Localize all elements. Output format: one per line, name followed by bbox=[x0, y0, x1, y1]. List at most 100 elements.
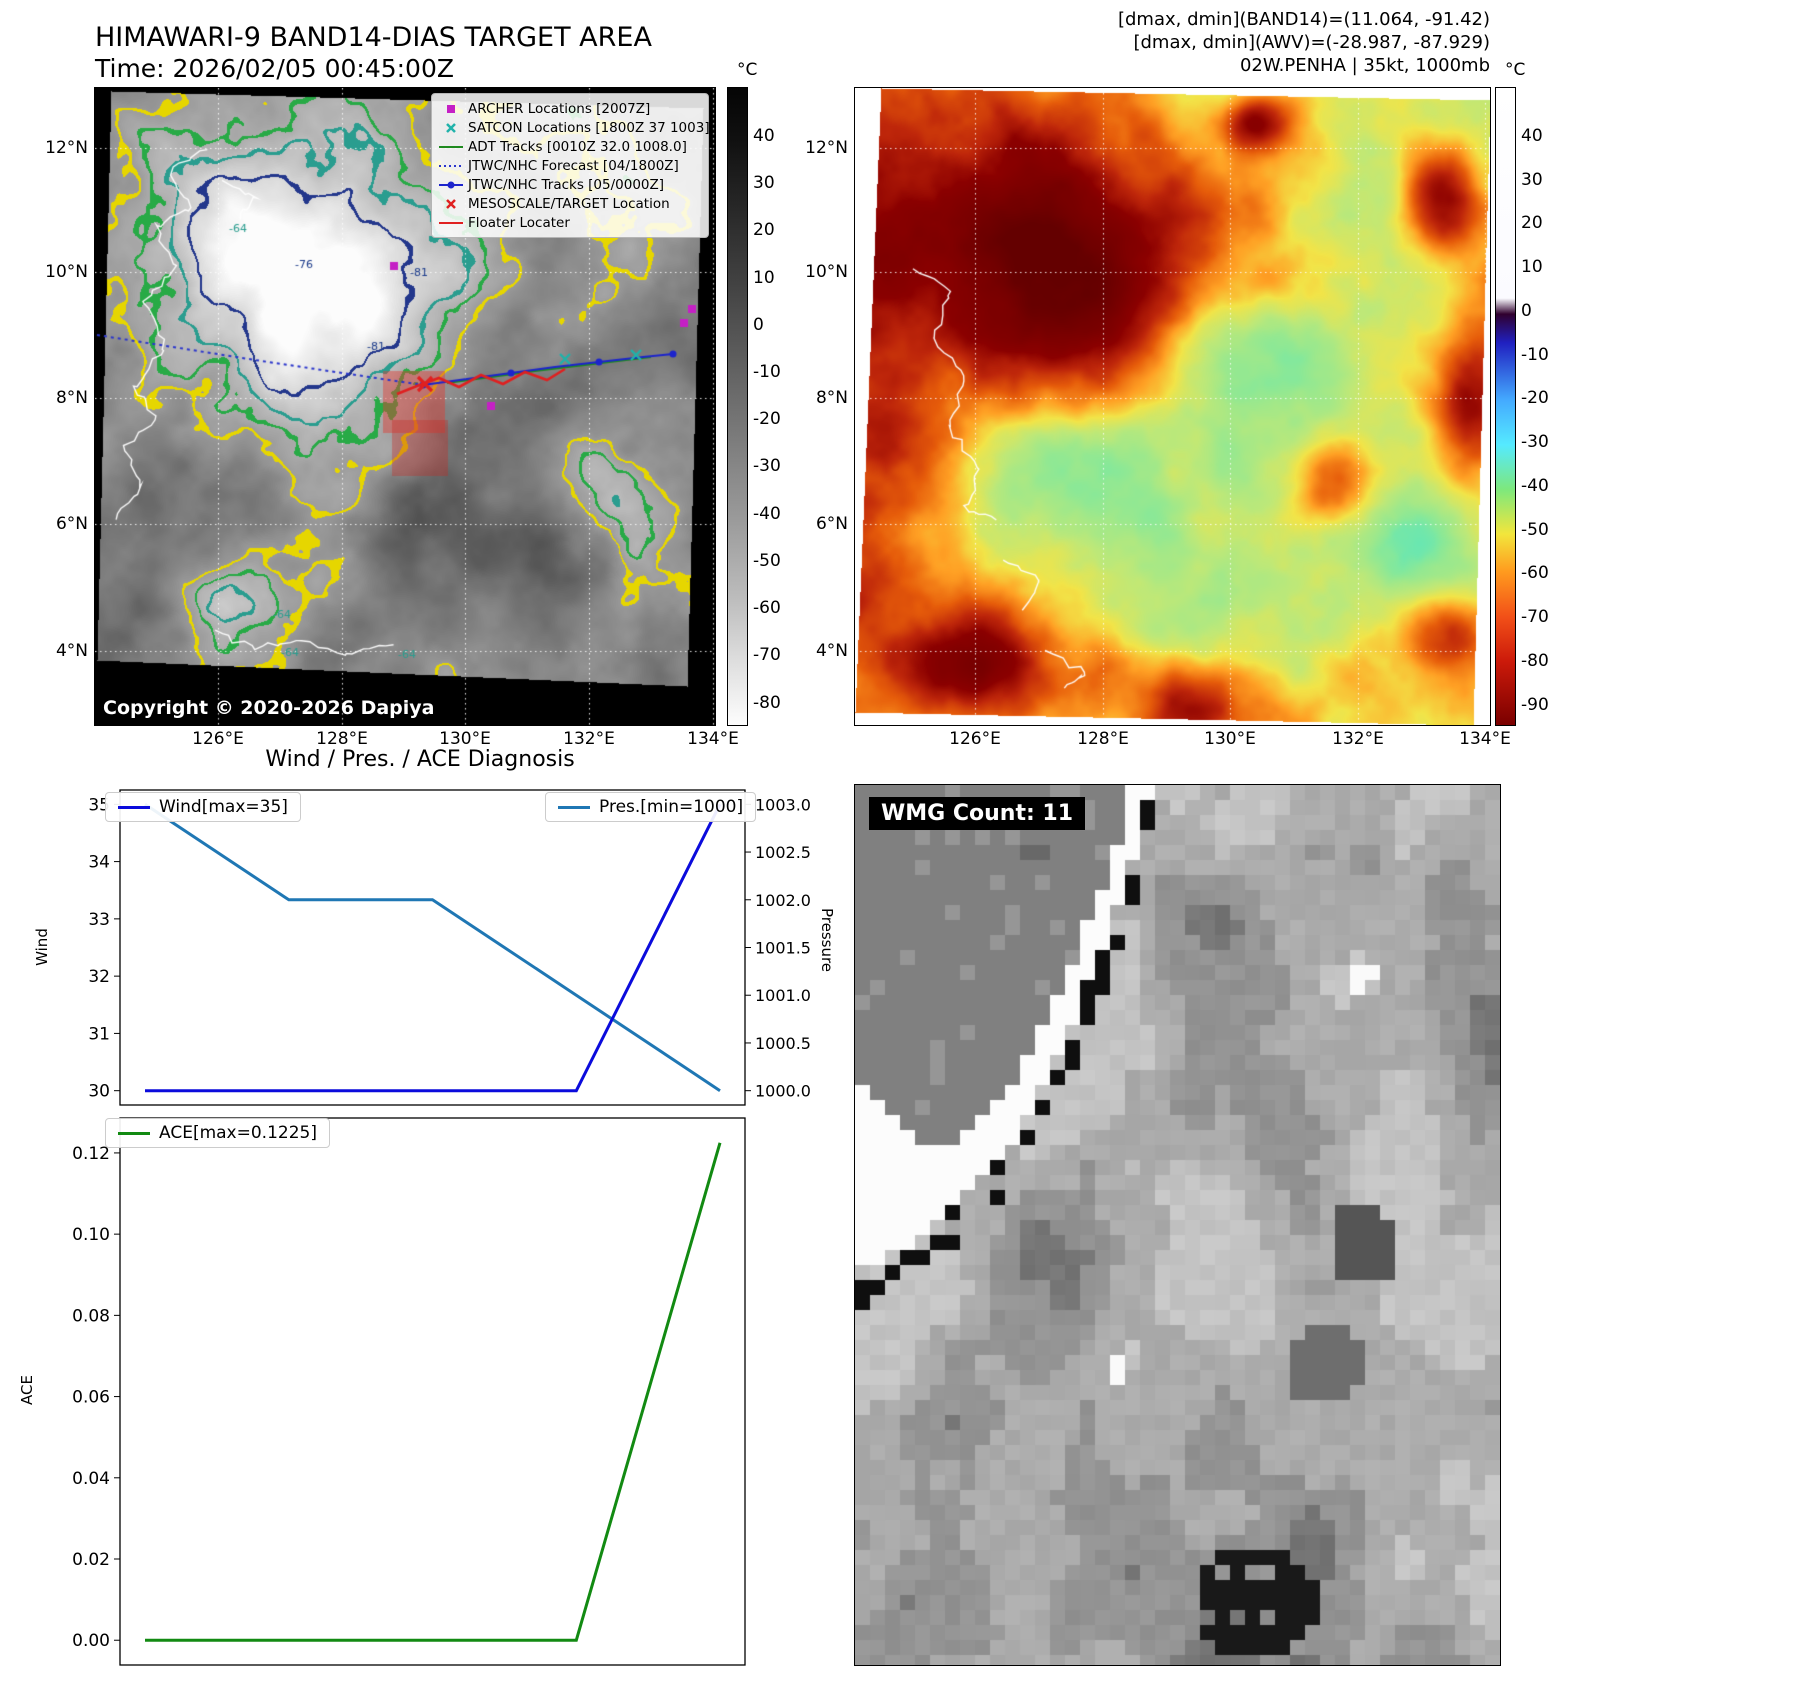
y-tick-label: 4°N bbox=[815, 641, 848, 661]
x-tick-label: 126°E bbox=[192, 729, 244, 749]
colorbar-tick-label: 30 bbox=[753, 173, 775, 194]
annotation-awv-range: [dmax, dmin](AWV)=(-28.987, -87.929) bbox=[1133, 32, 1490, 53]
colorbar-tick-label: -60 bbox=[1521, 563, 1549, 584]
colorbar-tick-label: 40 bbox=[753, 125, 775, 146]
pressure-legend-label: Pres.[min=1000] bbox=[599, 797, 744, 817]
wind-axis-tick-label: 33 bbox=[88, 910, 110, 930]
legend-item-label: JTWC/NHC Forecast [04/1800Z] bbox=[468, 157, 679, 174]
colorbar-tick-label: -10 bbox=[753, 361, 781, 382]
adt-marker-icon bbox=[438, 140, 468, 154]
mesoscale-marker-icon bbox=[438, 197, 468, 211]
colorbar-tick-label: -30 bbox=[1521, 432, 1549, 453]
awv-colorbar-unit: °C bbox=[1505, 60, 1526, 80]
pressure-line-icon bbox=[558, 805, 590, 809]
awv-colorbar bbox=[1495, 87, 1516, 726]
x-tick-label: 130°E bbox=[1204, 729, 1256, 749]
band14-map-legend: ARCHER Locations [2007Z] SATCON Locations… bbox=[431, 93, 710, 238]
pressure-axis-tick-label: 1002.5 bbox=[755, 843, 811, 862]
ace-line-icon bbox=[118, 1131, 150, 1135]
awv-y-axis: 12°N 10°N 8°N 6°N 4°N bbox=[788, 88, 848, 725]
colorbar-tick-label: -40 bbox=[1521, 475, 1549, 496]
jtwc-forecast-marker-icon bbox=[438, 159, 468, 173]
wind-axis-tick-label: 30 bbox=[88, 1082, 110, 1102]
colorbar-tick-label: -70 bbox=[1521, 607, 1549, 628]
legend-item-label: JTWC/NHC Tracks [05/0000Z] bbox=[468, 176, 665, 193]
pressure-axis-tick-label: 1000.5 bbox=[755, 1034, 811, 1053]
ace-axis-tick-label: 0.08 bbox=[72, 1306, 110, 1326]
wind-axis-tick-label: 35 bbox=[88, 795, 110, 815]
colorbar-tick-label: -60 bbox=[753, 598, 781, 619]
ace-axis-label: ACE bbox=[18, 1375, 36, 1405]
colorbar-tick-label: -30 bbox=[753, 456, 781, 477]
ace-legend: ACE[max=0.1225] bbox=[105, 1118, 330, 1148]
colorbar-tick-label: -20 bbox=[1521, 388, 1549, 409]
copyright-label: Copyright © 2020-2026 Dapiya bbox=[103, 697, 435, 719]
satcon-marker-icon bbox=[438, 121, 468, 135]
y-tick-label: 12°N bbox=[805, 138, 848, 158]
y-tick-label: 10°N bbox=[805, 262, 848, 282]
colorbar-tick-label: -70 bbox=[753, 645, 781, 666]
annotation-storm-info: 02W.PENHA | 35kt, 1000mb bbox=[1239, 55, 1490, 76]
ace-axis-tick-label: 0.10 bbox=[72, 1225, 110, 1245]
colorbar-tick-label: -50 bbox=[753, 550, 781, 571]
ace-axis-tick-label: 0.04 bbox=[72, 1469, 110, 1489]
ace-legend-label: ACE[max=0.1225] bbox=[159, 1123, 317, 1143]
y-tick-label: 12°N bbox=[45, 138, 88, 158]
wind-line bbox=[145, 803, 722, 1093]
x-tick-label: 128°E bbox=[316, 729, 368, 749]
pressure-legend: Pres.[min=1000] bbox=[545, 792, 757, 822]
pressure-axis-tick-label: 1001.5 bbox=[755, 939, 811, 958]
legend-item-satcon: SATCON Locations [1800Z 37 1003] bbox=[438, 118, 710, 137]
wind-axis-tick-label: 32 bbox=[88, 967, 110, 987]
awv-x-axis: 126°E 128°E 130°E 132°E 134°E bbox=[855, 729, 1511, 753]
wind-line-icon bbox=[118, 805, 150, 809]
pressure-axis-tick-label: 1000.0 bbox=[755, 1082, 811, 1101]
pressure-axis-label: Pressure bbox=[818, 907, 836, 973]
legend-item-jtwc-forecast: JTWC/NHC Forecast [04/1800Z] bbox=[438, 156, 702, 175]
colorbar-tick-label: -80 bbox=[1521, 650, 1549, 671]
legend-item-label: ARCHER Locations [2007Z] bbox=[468, 100, 651, 117]
colorbar-tick-label: -90 bbox=[1521, 694, 1549, 715]
pressure-axis-tick-label: 1001.0 bbox=[755, 986, 811, 1005]
legend-item-label: Floater Locater bbox=[468, 214, 570, 231]
colorbar-tick-label: -10 bbox=[1521, 344, 1549, 365]
ace-axis-tick-label: 0.12 bbox=[72, 1144, 110, 1164]
diagnosis-chart-title: Wind / Pres. / ACE Diagnosis bbox=[265, 747, 575, 772]
archer-marker-icon bbox=[438, 102, 468, 116]
band14-colorbar-ticks: 40 30 20 10 0 -10 -20 -30 -40 -50 -60 -70 -80 bbox=[753, 88, 805, 725]
legend-item-floater: Floater Locater bbox=[438, 213, 702, 232]
legend-item-label: ADT Tracks [0010Z 32.0 1008.0] bbox=[468, 138, 687, 155]
colorbar-tick-label: -50 bbox=[1521, 519, 1549, 540]
legend-item-label: MESOSCALE/TARGET Location bbox=[468, 195, 670, 212]
colorbar-tick-label: -80 bbox=[753, 692, 781, 713]
colorbar-tick-label: 40 bbox=[1521, 125, 1543, 146]
awv-colorbar-ticks: 40 30 20 10 0 -10 -20 -30 -40 -50 -60 -70 -80 -90 bbox=[1521, 88, 1573, 725]
wmg-panel: WMG Count: 11 bbox=[854, 784, 1501, 1666]
annotation-band14-range: [dmax, dmin](BAND14)=(11.064, -91.42) bbox=[1117, 9, 1490, 30]
y-tick-label: 6°N bbox=[55, 514, 88, 534]
band14-x-axis: 126°E 128°E 130°E 132°E 134°E bbox=[95, 729, 739, 753]
pressure-axis-tick-label: 1002.0 bbox=[755, 891, 811, 910]
legend-item-label: SATCON Locations [1800Z 37 1003] bbox=[468, 119, 710, 136]
y-tick-label: 4°N bbox=[55, 641, 88, 661]
wind-pressure-plot-frame bbox=[119, 789, 746, 1106]
colorbar-tick-label: -20 bbox=[753, 409, 781, 430]
band14-y-axis: 12°N 10°N 8°N 6°N 4°N bbox=[28, 88, 88, 725]
wmg-image bbox=[855, 785, 1500, 1665]
band14-map-panel: ARCHER Locations [2007Z] SATCON Locations… bbox=[94, 87, 716, 726]
x-tick-label: 130°E bbox=[439, 729, 491, 749]
y-tick-label: 8°N bbox=[815, 388, 848, 408]
ace-plot-frame bbox=[119, 1117, 746, 1666]
y-tick-label: 6°N bbox=[815, 514, 848, 534]
colorbar-tick-label: 0 bbox=[753, 314, 764, 335]
awv-map-panel bbox=[854, 87, 1491, 726]
ace-chart: 0.00 0.02 0.04 0.06 0.08 0.10 0.12 bbox=[72, 1117, 746, 1666]
band14-colorbar bbox=[727, 87, 748, 726]
wind-axis-tick-label: 31 bbox=[88, 1024, 110, 1044]
ace-axis-tick-label: 0.00 bbox=[72, 1631, 110, 1651]
colorbar-tick-label: 30 bbox=[1521, 169, 1543, 190]
wind-axis-tick-label: 34 bbox=[88, 853, 110, 873]
x-tick-label: 132°E bbox=[563, 729, 615, 749]
band14-colorbar-unit: °C bbox=[737, 60, 758, 80]
